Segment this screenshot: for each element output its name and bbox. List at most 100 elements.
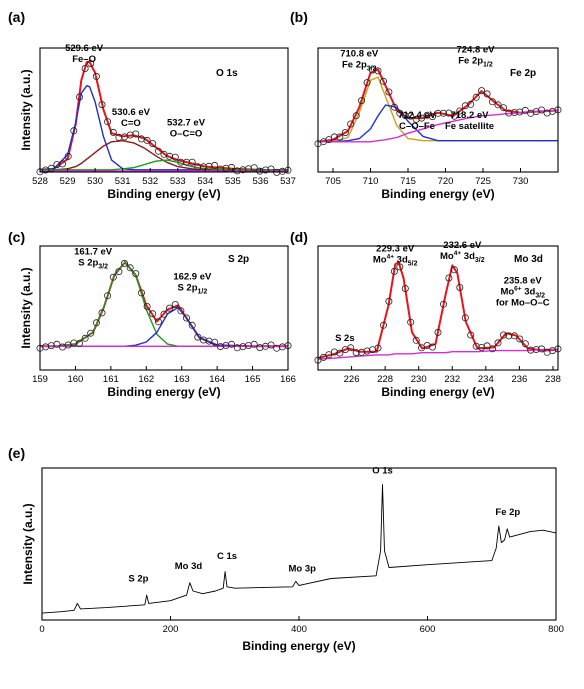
data-point [92, 319, 100, 327]
data-point [216, 343, 224, 351]
peak-annotation-1: Fe 2p1/2 [458, 55, 493, 68]
label-text: S 2p [78, 258, 98, 269]
data-point [154, 147, 162, 155]
data-point [250, 164, 258, 172]
peak-annotation-1: 162.9 eV [173, 271, 212, 282]
x-tick-label: 529 [60, 176, 76, 187]
core-level-label: O 1s [216, 68, 238, 79]
peak-annotation-2: Mo6+ 3d3/2 [500, 286, 545, 300]
data-point [358, 348, 366, 356]
data-point [325, 351, 333, 359]
data-point [115, 133, 123, 141]
data-point [385, 297, 393, 305]
data-point [347, 344, 355, 352]
data-point [532, 108, 540, 116]
data-point [222, 164, 230, 172]
peak-annotation-0: Mo4+ 3d5/2 [373, 253, 418, 267]
data-point [352, 112, 360, 120]
data-point [445, 109, 453, 117]
data-point [516, 335, 524, 343]
data-point [76, 339, 84, 347]
data-point [450, 112, 458, 120]
x-tick-label: 720 [438, 176, 454, 187]
label-text: Fe 2p [342, 60, 367, 71]
data-point [194, 333, 202, 341]
peak-annotation-0: Fe–O [72, 54, 96, 65]
data-point [87, 329, 95, 337]
data-point [412, 336, 420, 344]
data-point [538, 106, 546, 114]
label-text: 3d [522, 287, 536, 298]
data-point [467, 331, 475, 339]
panel-e: 0 200 400 600 800 Binding energy (eV) Intensit… [8, 445, 564, 653]
data-point [109, 128, 117, 136]
peak-annotation-2: C–O–Fe [399, 121, 435, 132]
x-tick-label: 161 [103, 374, 119, 385]
x-tick-label: 236 [511, 374, 527, 385]
x-tick-label: 228 [377, 374, 393, 385]
data-point [199, 336, 207, 344]
data-point [47, 164, 55, 172]
data-point [104, 118, 112, 126]
data-point [494, 101, 502, 109]
label-text: Fe 2p [458, 55, 483, 66]
label-text: Mo [440, 251, 454, 262]
series-line-survey-0 [41, 484, 557, 614]
x-tick-label: 730 [513, 176, 529, 187]
x-tick-label: 0 [39, 624, 44, 635]
data-point [423, 111, 431, 119]
peak-annotation-2: C 1s [217, 551, 237, 562]
x-tick-label: 163 [174, 374, 190, 385]
label-text: Mo [500, 287, 514, 298]
data-point [510, 109, 518, 117]
data-point [374, 67, 382, 75]
panel-label: (c) [8, 229, 25, 245]
peak-annotation-2: 532.7 eV [167, 118, 206, 129]
panel-label: (b) [290, 9, 308, 25]
y-axis-label: Intensity (a.u.) [19, 69, 33, 150]
data-point [87, 60, 95, 68]
data-point [115, 268, 123, 276]
x-tick-label: 534 [197, 176, 213, 187]
data-point [194, 163, 202, 171]
data-point [239, 343, 247, 351]
data-point [81, 334, 89, 342]
series-line-envelope-0 [317, 261, 559, 360]
data-point [104, 292, 112, 300]
data-point [401, 284, 409, 292]
panel-b: 705 710 715 720 725 730 Binding energy (eV) (b)… [290, 9, 562, 201]
peak-annotation-0: 161.7 eV [74, 247, 113, 258]
data-point [261, 166, 269, 174]
peak-annotation-2: for Mo–O–C [496, 298, 550, 309]
x-tick-label: 162 [138, 374, 154, 385]
data-point [532, 345, 540, 353]
data-point [182, 158, 190, 166]
label-subscript: 1/2 [483, 61, 493, 68]
data-point [527, 346, 535, 354]
x-tick-label: 705 [325, 176, 341, 187]
y-axis-label: Intensity (a.u.) [19, 267, 33, 348]
data-point [126, 264, 134, 272]
x-axis-label: Binding energy (eV) [381, 385, 494, 399]
x-tick-label: 532 [142, 176, 158, 187]
data-point [109, 273, 117, 281]
x-tick-label: 400 [291, 624, 307, 635]
data-point [472, 342, 480, 350]
data-point [222, 341, 230, 349]
label-text: 3d [394, 254, 408, 265]
data-point [363, 79, 371, 87]
x-tick-label: 166 [280, 374, 296, 385]
series-line-component-2 [40, 140, 288, 171]
data-point [233, 167, 241, 175]
data-point [505, 109, 513, 117]
peak-annotation-2: 712.4 eV [398, 110, 437, 121]
data-point [379, 321, 387, 329]
data-point [336, 133, 344, 141]
data-point [143, 136, 151, 144]
data-point [467, 100, 475, 108]
x-tick-label: 200 [163, 624, 179, 635]
data-point [347, 120, 355, 128]
data-point [412, 115, 420, 123]
data-point [53, 340, 61, 348]
